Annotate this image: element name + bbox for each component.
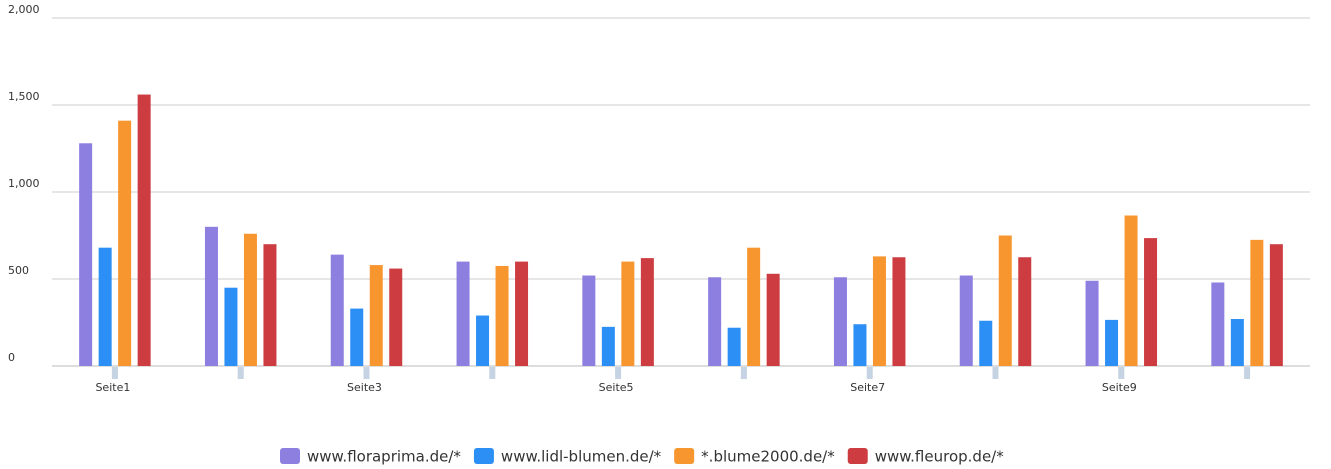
bar (330, 254, 344, 366)
x-tick-label: Seite9 (1102, 381, 1137, 394)
legend-swatch (847, 448, 868, 464)
bar (118, 120, 132, 366)
bar (1085, 280, 1099, 366)
x-tick (489, 367, 496, 379)
x-tick (111, 367, 118, 379)
y-tick-label: 0 (8, 351, 15, 364)
bar (495, 265, 509, 366)
bar (137, 94, 151, 366)
bar (456, 261, 470, 366)
bar (369, 265, 383, 366)
bar (263, 244, 277, 366)
bar (998, 235, 1012, 366)
x-tick (237, 367, 244, 379)
legend-swatch (674, 448, 695, 464)
y-tick-label: 500 (8, 264, 29, 277)
bar (1105, 319, 1119, 366)
y-tick-label: 2,000 (8, 3, 40, 16)
bar (224, 287, 238, 366)
bar (350, 308, 364, 366)
x-tick (1244, 367, 1251, 379)
bar (515, 261, 529, 366)
y-tick-label: 1,500 (8, 90, 40, 103)
legend-label: www.lidl-blumen.de/* (501, 448, 662, 466)
x-tick-label: Seite3 (347, 381, 382, 394)
x-tick (740, 367, 747, 379)
x-tick (363, 367, 370, 379)
bar (389, 268, 403, 366)
legend-label: *.blume2000.de/* (701, 448, 835, 466)
bar (892, 257, 906, 366)
bar (98, 247, 112, 366)
bar (476, 315, 490, 366)
bar (1230, 319, 1244, 366)
x-tick (615, 367, 622, 379)
legend-label: www.floraprima.de/* (307, 448, 461, 466)
bar (204, 226, 218, 366)
bar (833, 277, 847, 366)
y-tick-label: 1,000 (8, 177, 40, 190)
x-tick-label: Seite1 (95, 381, 130, 394)
bar (79, 143, 93, 366)
bar (853, 324, 867, 366)
x-tick-label: Seite7 (850, 381, 885, 394)
legend-swatch (280, 448, 300, 464)
legend-label: www.fleurop.de/* (875, 448, 1004, 466)
bar (1269, 244, 1283, 366)
bar (1144, 238, 1158, 366)
bar (727, 327, 741, 366)
bar (243, 233, 257, 366)
bar (1250, 239, 1264, 366)
legend-swatch (473, 448, 494, 464)
x-tick (1118, 367, 1125, 379)
bar (1124, 215, 1138, 366)
x-tick (992, 367, 999, 379)
bar (621, 261, 635, 366)
x-tick (866, 367, 873, 379)
x-tick-label: Seite5 (599, 381, 634, 394)
bar (640, 258, 654, 366)
bar (582, 275, 596, 366)
bar (872, 256, 886, 366)
bar (979, 320, 993, 366)
bar (1018, 257, 1032, 366)
bar (601, 326, 615, 366)
bar (766, 273, 780, 366)
bar (1211, 282, 1225, 366)
bar (708, 277, 722, 366)
bar (747, 247, 761, 366)
bar (959, 275, 973, 366)
